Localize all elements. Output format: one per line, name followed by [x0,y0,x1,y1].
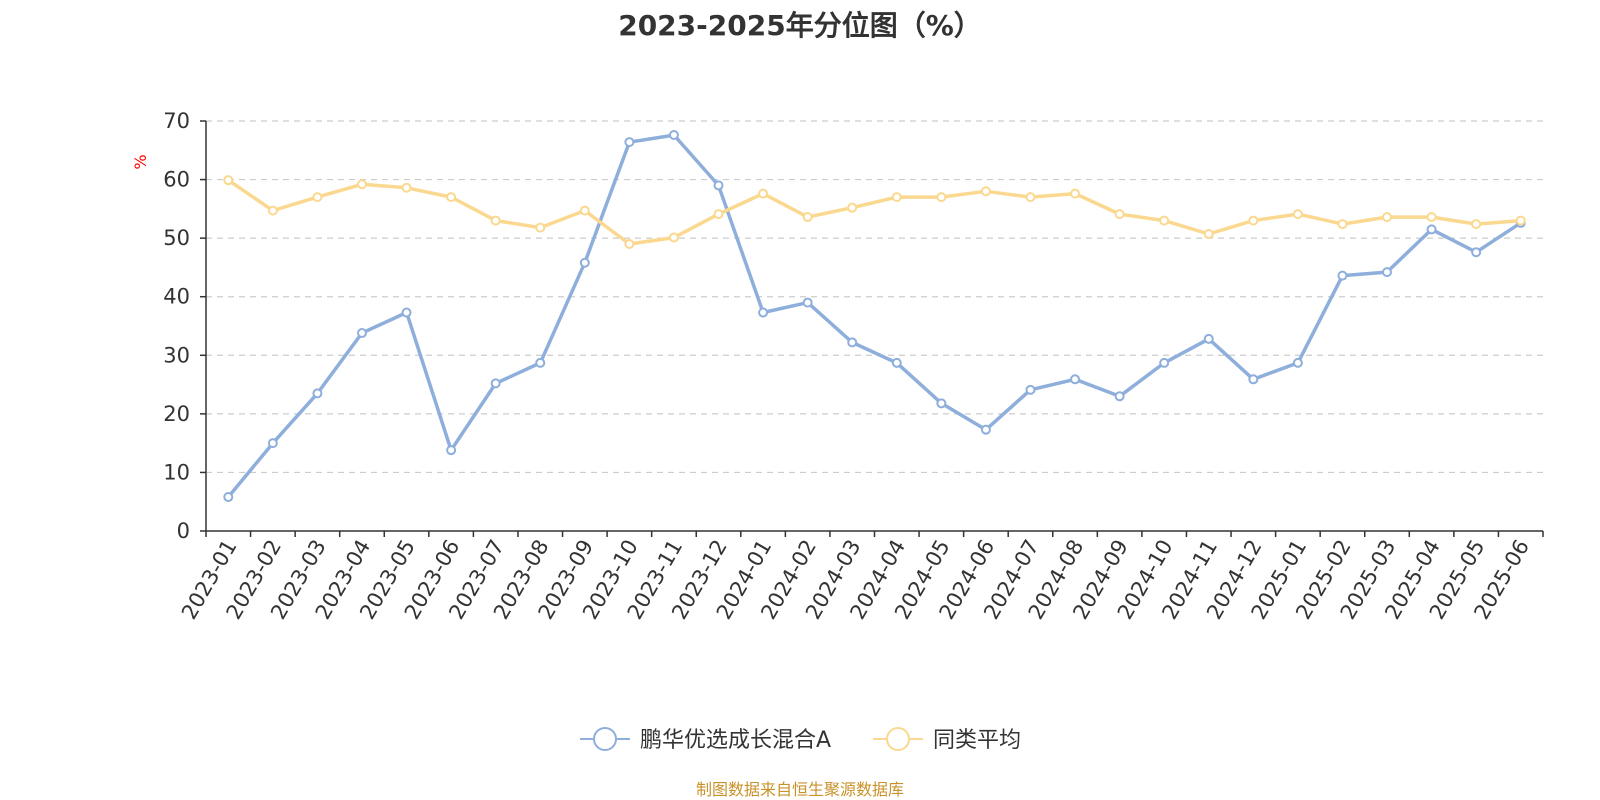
data-point[interactable] [1515,215,1526,226]
data-point[interactable] [535,222,546,233]
data-point[interactable] [1337,219,1348,230]
data-point[interactable] [1292,209,1303,220]
y-tick-label: 0 [177,519,190,543]
data-point[interactable] [980,424,991,435]
data-point[interactable] [713,209,724,220]
data-point[interactable] [401,307,412,318]
series-lines [223,130,1526,503]
chart-title: 2023-2025年分位图（%） [618,9,982,42]
y-tick-labels: 0 10 20 30 40 50 60 70 [163,109,190,543]
data-point[interactable] [535,357,546,368]
y-tick-label: 60 [163,168,190,192]
data-point[interactable] [1471,219,1482,230]
legend-marker-swatch [886,727,910,751]
data-point[interactable] [1203,333,1214,344]
data-point[interactable] [1203,229,1214,240]
data-point[interactable] [579,205,590,216]
data-point[interactable] [579,257,590,268]
data-point[interactable] [1159,215,1170,226]
data-point[interactable] [668,130,679,141]
y-tick-label: 30 [163,343,190,367]
data-point[interactable] [891,192,902,203]
data-point[interactable] [1382,212,1393,223]
y-axis-label: % [131,154,150,169]
data-point[interactable] [446,445,457,456]
data-point[interactable] [1070,188,1081,199]
legend-marker-swatch [593,727,617,751]
data-point[interactable] [758,188,769,199]
y-tick-label: 40 [163,285,190,309]
data-point[interactable] [267,205,278,216]
data-point[interactable] [758,307,769,318]
data-point[interactable] [1070,374,1081,385]
y-tick-label: 20 [163,402,190,426]
series-line [227,178,1521,246]
data-point[interactable] [624,137,635,148]
data-point[interactable] [802,212,813,223]
data-point[interactable] [446,192,457,203]
data-point[interactable] [1382,267,1393,278]
data-point[interactable] [936,192,947,203]
y-tick-label: 10 [163,460,190,484]
data-point[interactable] [936,398,947,409]
gridlines [206,120,1543,474]
data-point[interactable] [267,438,278,449]
data-point[interactable] [624,239,635,249]
data-point[interactable] [1114,391,1125,402]
data-point[interactable] [668,232,679,243]
legend-label: 鹏华优选成长混合A [640,728,831,753]
data-point[interactable] [1248,374,1259,385]
source-note: 制图数据来自恒生聚源数据库 [695,780,904,799]
series-line [226,133,1522,499]
data-point[interactable] [490,215,501,226]
data-point[interactable] [802,297,813,308]
series-2 [223,175,1526,249]
data-point[interactable] [223,175,234,186]
data-point[interactable] [401,182,412,193]
data-point[interactable] [891,357,902,368]
data-point[interactable] [312,192,323,203]
data-point[interactable] [223,492,234,503]
data-point[interactable] [847,337,858,348]
data-point[interactable] [1292,357,1303,368]
data-point[interactable] [356,179,367,190]
y-tick-label: 70 [163,109,190,133]
data-point[interactable] [490,378,501,389]
legend-item[interactable]: 鹏华优选成长混合A [580,727,831,753]
data-point[interactable] [1248,215,1259,226]
data-point[interactable] [1114,209,1125,220]
data-point[interactable] [1426,224,1437,235]
data-point[interactable] [356,328,367,339]
data-point[interactable] [1426,212,1437,223]
x-tick-labels: 2023-012023-022023-032023-042023-052023-… [177,536,1534,624]
data-point[interactable] [312,388,323,399]
data-point[interactable] [1337,270,1348,281]
data-point[interactable] [980,186,991,197]
axes [200,120,1544,537]
data-point[interactable] [1025,192,1036,203]
legend[interactable]: 鹏华优选成长混合A 同类平均 [580,727,1021,753]
data-point[interactable] [1471,247,1482,258]
data-point[interactable] [1159,357,1170,368]
series-1 [223,130,1526,503]
legend-label: 同类平均 [933,728,1021,753]
data-point[interactable] [1025,384,1036,395]
data-point[interactable] [847,202,858,213]
data-point[interactable] [713,180,724,191]
y-tick-label: 50 [163,226,190,250]
legend-item[interactable]: 同类平均 [873,727,1021,753]
